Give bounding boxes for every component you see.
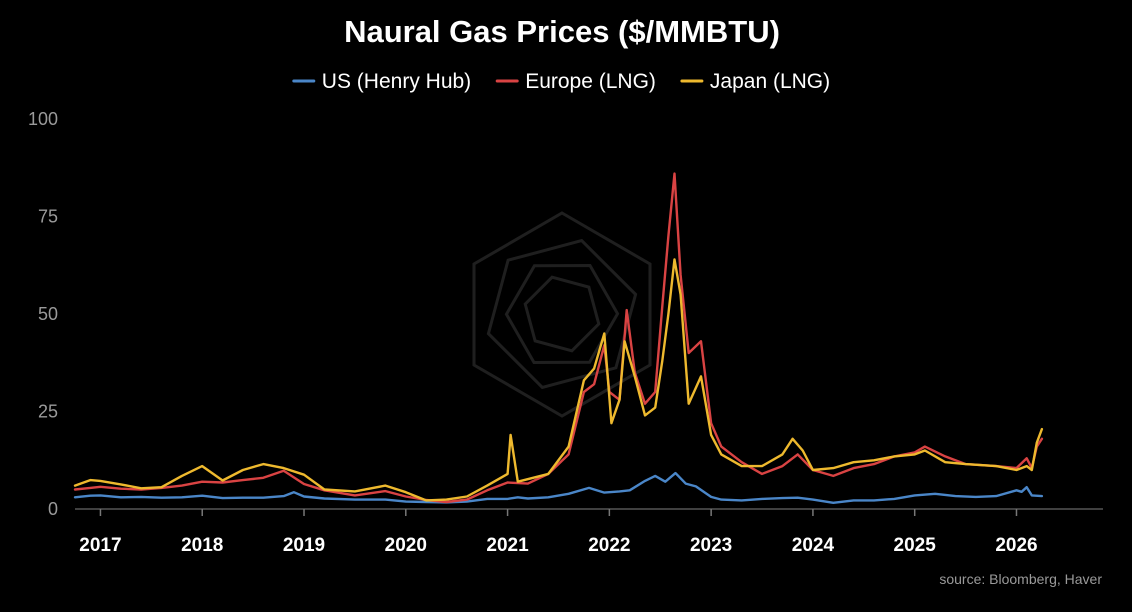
y-tick-label: 50 bbox=[38, 304, 58, 324]
legend-item-japan-lng: Japan (LNG) bbox=[680, 70, 830, 93]
x-tick-label: 2019 bbox=[283, 535, 325, 556]
series-line-japan-lng bbox=[73, 258, 1044, 502]
x-tick-label: 2020 bbox=[385, 535, 427, 556]
legend-label: Europe (LNG) bbox=[525, 70, 656, 93]
x-tick-label: 2024 bbox=[792, 535, 835, 556]
x-tick-label: 2017 bbox=[79, 535, 121, 556]
y-tick-label: 0 bbox=[48, 499, 58, 519]
x-tick-label: 2025 bbox=[894, 535, 937, 556]
y-tick-label: 100 bbox=[28, 109, 58, 129]
source-note: source: Bloomberg, Haver bbox=[939, 571, 1102, 587]
series-line-us-henry-hub bbox=[73, 471, 1044, 504]
y-tick-label: 75 bbox=[38, 207, 58, 227]
y-tick-label: 25 bbox=[38, 402, 58, 422]
chart-title: Naural Gas Prices ($/MMBTU) bbox=[344, 14, 780, 49]
x-tick-label: 2026 bbox=[995, 535, 1037, 556]
legend-label: Japan (LNG) bbox=[710, 70, 830, 93]
legend-item-europe-lng: Europe (LNG) bbox=[495, 70, 656, 93]
legend: US (Henry Hub) Europe (LNG) Japan (LNG) bbox=[292, 70, 830, 93]
x-tick-label: 2018 bbox=[181, 535, 223, 556]
y-axis: 0 25 50 75 100 bbox=[28, 109, 58, 519]
x-tick-label: 2023 bbox=[690, 535, 732, 556]
series-lines bbox=[73, 172, 1044, 504]
x-tick-label: 2021 bbox=[486, 535, 529, 556]
legend-item-us-henry-hub: US (Henry Hub) bbox=[292, 70, 471, 93]
x-tick-label: 2022 bbox=[588, 535, 630, 556]
watermark-logo bbox=[472, 211, 652, 418]
x-axis: 2017 2018 2019 2020 2021 2022 2023 2024 2025 2026 bbox=[79, 509, 1038, 556]
legend-label: US (Henry Hub) bbox=[322, 70, 471, 93]
